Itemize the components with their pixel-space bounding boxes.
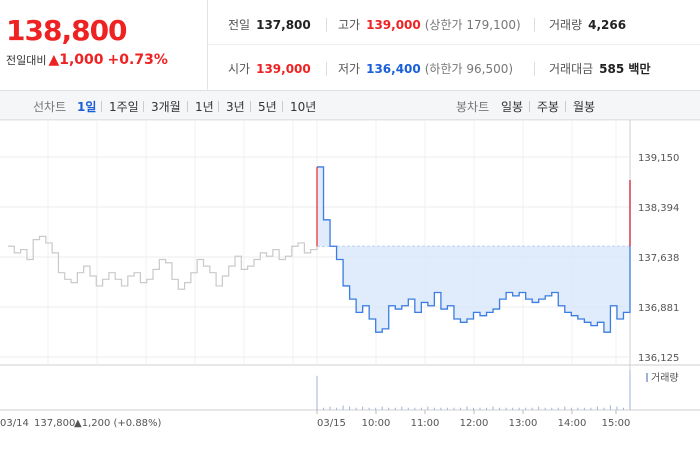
volume: 거래량 4,266 bbox=[549, 16, 626, 33]
prev-day-date: 03/14 bbox=[0, 418, 29, 429]
divider bbox=[101, 101, 102, 112]
change-label: 전일대비 bbox=[6, 54, 47, 67]
series-today bbox=[317, 166, 631, 333]
divider bbox=[143, 101, 144, 112]
chart-toolbar: 선차트 1일 1주일 3개월 1년 3년 5년 10년 봉차트 일봉 주봉 월봉 bbox=[0, 90, 700, 120]
x-tick-label: 13:00 bbox=[509, 418, 538, 429]
trade-amount: 거래대금 585 백만 bbox=[549, 60, 650, 77]
open-label: 시가 bbox=[228, 62, 251, 76]
x-tick-label: 14:00 bbox=[558, 418, 587, 429]
period-5y[interactable]: 5년 bbox=[258, 100, 277, 114]
chart-labels: 139,150 138,394 137,638 136,881 136,125 거래량 03… bbox=[0, 153, 679, 429]
open-price: 시가 139,000 bbox=[228, 60, 311, 77]
period-3y[interactable]: 3년 bbox=[226, 100, 245, 114]
period-3m[interactable]: 3개월 bbox=[151, 100, 181, 114]
y-tick-label: 139,150 bbox=[638, 153, 679, 164]
volume-value: 4,266 bbox=[588, 18, 627, 32]
amount-label: 거래대금 bbox=[549, 62, 594, 76]
divider bbox=[218, 101, 219, 112]
amount-value: 585 백만 bbox=[599, 62, 651, 76]
quote-header: 138,800 전일대비 ▲1,000 +0.73% 전일 137,800 고가 139… bbox=[0, 0, 700, 90]
divider bbox=[529, 101, 530, 112]
prev-day-change: ▲1,200 (+0.88%) bbox=[74, 418, 162, 429]
series-prev-day bbox=[8, 235, 318, 290]
x-tick-label: 12:00 bbox=[460, 418, 489, 429]
prev-close: 전일 137,800 bbox=[228, 16, 311, 33]
y-tick-label: 136,125 bbox=[638, 353, 679, 364]
chart-marks bbox=[8, 166, 631, 410]
prev-day-close: 137,800 bbox=[34, 418, 75, 429]
divider bbox=[534, 62, 535, 76]
divider bbox=[326, 62, 327, 76]
volume-legend: 거래량 bbox=[651, 372, 679, 384]
divider bbox=[282, 101, 283, 112]
y-tick-label: 138,394 bbox=[638, 203, 679, 214]
x-tick-label: 03/15 bbox=[317, 418, 346, 429]
prev-close-label: 전일 bbox=[228, 18, 251, 32]
period-daily[interactable]: 일봉 bbox=[501, 100, 524, 114]
low-label: 저가 bbox=[338, 62, 361, 76]
current-price: 138,800 bbox=[6, 14, 128, 47]
candle-chart-label: 봉차트 bbox=[456, 100, 490, 114]
today-fill-area bbox=[317, 166, 630, 333]
change-percent: +0.73% bbox=[107, 52, 168, 68]
chart-grid bbox=[0, 119, 700, 414]
volume-legend-swatch bbox=[646, 373, 648, 382]
high-price: 고가 139,000 (상한가 179,100) bbox=[338, 16, 521, 33]
prev-close-value: 137,800 bbox=[256, 18, 311, 32]
period-1w[interactable]: 1주일 bbox=[109, 100, 139, 114]
high-label: 고가 bbox=[338, 18, 361, 32]
volume-label: 거래량 bbox=[549, 18, 583, 32]
high-value: 139,000 bbox=[366, 18, 421, 32]
period-monthly[interactable]: 월봉 bbox=[573, 100, 596, 114]
line-chart-label: 선차트 bbox=[33, 100, 67, 114]
row-divider bbox=[208, 44, 700, 45]
low-value: 136,400 bbox=[366, 62, 421, 76]
y-tick-label: 137,638 bbox=[638, 253, 679, 264]
price-change: 전일대비 ▲1,000 +0.73% bbox=[6, 52, 168, 68]
divider bbox=[250, 101, 251, 112]
price-box: 138,800 전일대비 ▲1,000 +0.73% bbox=[0, 0, 208, 90]
low-price: 저가 136,400 (하한가 96,500) bbox=[338, 60, 513, 77]
divider bbox=[326, 18, 327, 32]
period-1y[interactable]: 1년 bbox=[195, 100, 214, 114]
x-tick-label: 15:00 bbox=[602, 418, 631, 429]
divider bbox=[534, 18, 535, 32]
x-tick-label: 10:00 bbox=[362, 418, 391, 429]
lower-limit: (하한가 96,500) bbox=[424, 62, 514, 76]
x-tick-label: 11:00 bbox=[411, 418, 440, 429]
period-10y[interactable]: 10년 bbox=[290, 100, 317, 114]
upper-limit: (상한가 179,100) bbox=[424, 18, 521, 32]
period-weekly[interactable]: 주봉 bbox=[537, 100, 560, 114]
y-tick-label: 136,881 bbox=[638, 303, 679, 314]
divider bbox=[187, 101, 188, 112]
divider bbox=[565, 101, 566, 112]
change-value: ▲1,000 bbox=[48, 52, 104, 68]
period-1d[interactable]: 1일 bbox=[77, 100, 97, 114]
open-value: 139,000 bbox=[256, 62, 311, 76]
